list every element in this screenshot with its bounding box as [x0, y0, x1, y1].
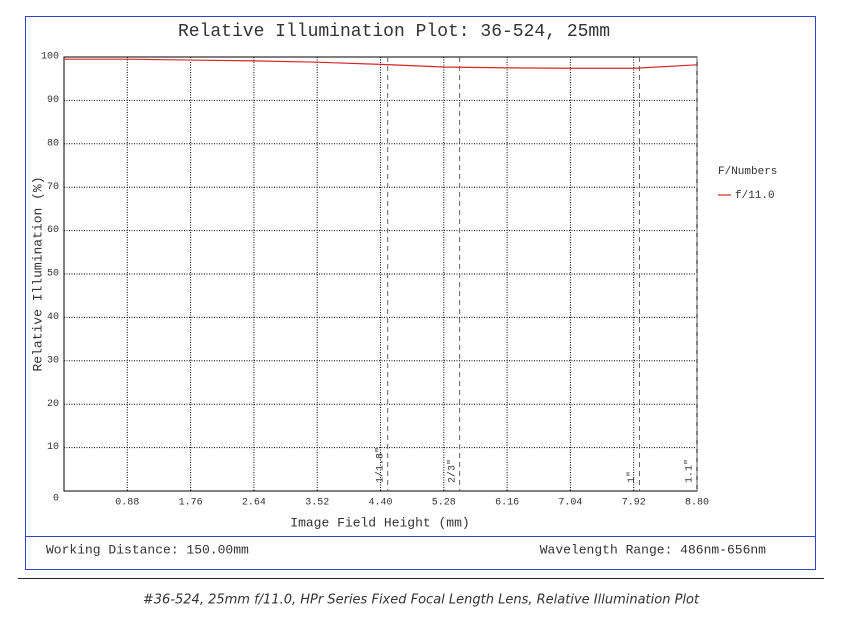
x-tick-label: 0.88: [115, 498, 139, 509]
y-axis-label: Relative Illumination (%): [30, 176, 45, 371]
x-tick-label: 5.28: [432, 498, 456, 509]
x-tick-label: 6.16: [495, 498, 519, 509]
y-tick-label: 100: [41, 52, 59, 63]
sensor-label: 1.1": [684, 459, 696, 483]
legend-title: F/Numbers: [718, 166, 777, 178]
x-tick-label: 2.64: [242, 498, 266, 509]
chart-title: Relative Illumination Plot: 36-524, 25mm: [178, 22, 610, 42]
x-axis-label: Image Field Height (mm): [290, 515, 469, 530]
y-tick-label: 20: [47, 399, 59, 410]
x-tick-label: 1.76: [179, 498, 203, 509]
series-line: [64, 58, 698, 69]
sensor-label: 2/3": [446, 459, 458, 483]
x-tick-label: 7.92: [622, 498, 646, 509]
x-tick-label: 8.80: [685, 498, 709, 509]
y-tick-label: 70: [47, 182, 59, 193]
sensor-label: 1": [626, 471, 638, 483]
y-tick-label: 50: [47, 269, 59, 280]
y-tick-label: 10: [47, 442, 59, 453]
y-tick-label: 40: [47, 312, 59, 323]
y-tick-label: 90: [47, 95, 59, 106]
x-tick-label: 3.52: [305, 498, 329, 509]
y-tick-label: 30: [47, 355, 59, 366]
x-tick-label: 7.04: [558, 498, 582, 509]
working-distance: Working Distance: 150.00mm: [46, 542, 249, 557]
y-tick-label: 0: [53, 494, 59, 505]
y-tick-label: 60: [47, 225, 59, 236]
wavelength-range: Wavelength Range: 486nm-656nm: [540, 542, 766, 557]
y-tick-label: 80: [47, 138, 59, 149]
sensor-label: 1/1.8": [374, 447, 386, 483]
caption: #36-524, 25mm f/11.0, HPr Series Fixed F…: [143, 593, 700, 608]
x-tick-label: 4.40: [368, 498, 392, 509]
legend-label: f/11.0: [735, 190, 775, 202]
frame: [25, 16, 816, 570]
